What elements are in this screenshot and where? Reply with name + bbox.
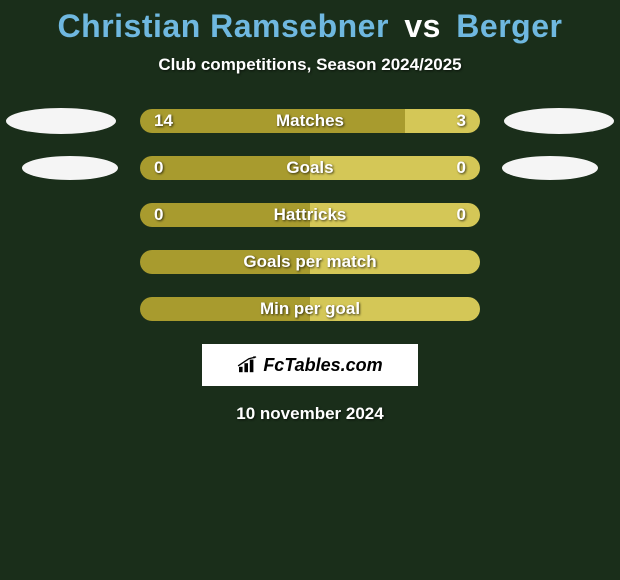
right-value: 0 <box>457 205 466 225</box>
right-value: 0 <box>457 158 466 178</box>
stat-bar: 143Matches <box>140 109 480 133</box>
bar-left-segment: 0 <box>140 156 310 180</box>
left-value: 14 <box>154 111 173 131</box>
subtitle: Club competitions, Season 2024/2025 <box>0 55 620 75</box>
stat-bar: 00Hattricks <box>140 203 480 227</box>
page-title: Christian Ramsebner vs Berger <box>0 8 620 45</box>
vs-label: vs <box>404 8 441 44</box>
player1-badge <box>6 108 116 134</box>
logo-box: FcTables.com <box>202 344 418 386</box>
player2-name: Berger <box>456 8 562 44</box>
bar-left-segment: 14 <box>140 109 405 133</box>
stat-row: Goals per match <box>0 250 620 274</box>
stat-bar: Min per goal <box>140 297 480 321</box>
left-value: 0 <box>154 205 163 225</box>
left-value: 0 <box>154 158 163 178</box>
player1-name: Christian Ramsebner <box>58 8 389 44</box>
stat-row: 00Hattricks <box>0 203 620 227</box>
stat-bar: Goals per match <box>140 250 480 274</box>
player1-badge <box>22 156 118 180</box>
bar-right-segment: 3 <box>405 109 480 133</box>
right-value: 3 <box>457 111 466 131</box>
logo-text: FcTables.com <box>263 355 382 376</box>
bar-chart-icon <box>237 356 259 374</box>
bar-right-segment: 0 <box>310 203 480 227</box>
player2-badge <box>502 156 598 180</box>
stat-rows: 143Matches00Goals00HattricksGoals per ma… <box>0 109 620 321</box>
player2-badge <box>504 108 614 134</box>
date-label: 10 november 2024 <box>0 404 620 424</box>
stat-row: 143Matches <box>0 109 620 133</box>
stat-row: 00Goals <box>0 156 620 180</box>
bar-right-segment: 0 <box>310 156 480 180</box>
bar-left-segment <box>140 250 310 274</box>
bar-left-segment <box>140 297 310 321</box>
bar-right-segment <box>310 297 480 321</box>
bar-left-segment: 0 <box>140 203 310 227</box>
stat-bar: 00Goals <box>140 156 480 180</box>
comparison-infographic: Christian Ramsebner vs Berger Club compe… <box>0 0 620 424</box>
stat-row: Min per goal <box>0 297 620 321</box>
bar-right-segment <box>310 250 480 274</box>
